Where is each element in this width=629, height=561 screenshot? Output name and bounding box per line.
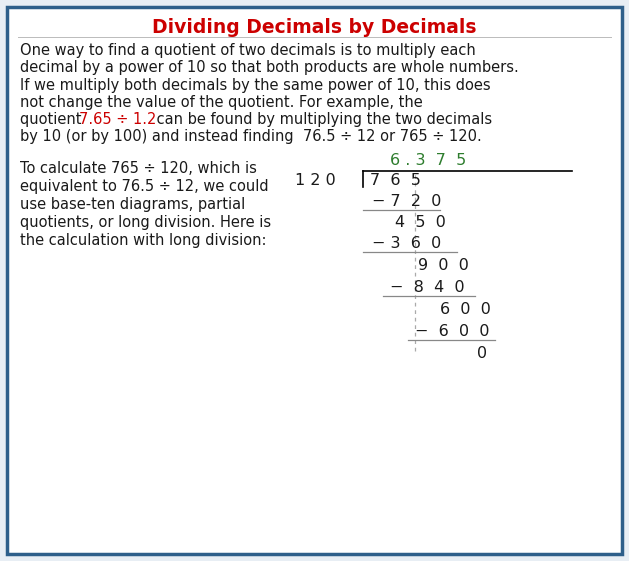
- Text: can be found by multiplying the two decimals: can be found by multiplying the two deci…: [152, 112, 492, 127]
- Text: equivalent to 76.5 ÷ 12, we could: equivalent to 76.5 ÷ 12, we could: [20, 179, 269, 194]
- Text: quotient: quotient: [20, 112, 86, 127]
- Text: 0: 0: [477, 346, 487, 361]
- Text: by 10 (or by 100) and instead finding  76.5 ÷ 12 or 765 ÷ 120.: by 10 (or by 100) and instead finding 76…: [20, 129, 482, 144]
- Text: − 7  2  0: − 7 2 0: [372, 194, 442, 209]
- Text: −  8  4  0: − 8 4 0: [390, 280, 465, 295]
- Text: To calculate 765 ÷ 120, which is: To calculate 765 ÷ 120, which is: [20, 161, 257, 176]
- Text: −  6  0  0: − 6 0 0: [415, 324, 489, 339]
- Text: 6 . 3  7  5: 6 . 3 7 5: [390, 153, 466, 168]
- Text: If we multiply both decimals by the same power of 10, this does: If we multiply both decimals by the same…: [20, 78, 491, 93]
- Text: decimal by a power of 10 so that both products are whole numbers.: decimal by a power of 10 so that both pr…: [20, 60, 519, 75]
- Text: use base-ten diagrams, partial: use base-ten diagrams, partial: [20, 197, 245, 212]
- Text: quotients, or long division. Here is: quotients, or long division. Here is: [20, 215, 271, 230]
- Text: One way to find a quotient of two decimals is to multiply each: One way to find a quotient of two decima…: [20, 43, 476, 58]
- Text: 7.65 ÷ 1.2: 7.65 ÷ 1.2: [79, 112, 157, 127]
- Text: 9  0  0: 9 0 0: [418, 258, 469, 273]
- Text: 7  6  5: 7 6 5: [370, 173, 421, 188]
- Text: Dividing Decimals by Decimals: Dividing Decimals by Decimals: [152, 18, 476, 37]
- Text: − 3  6  0: − 3 6 0: [372, 236, 442, 251]
- Text: 1 2 0: 1 2 0: [295, 173, 336, 188]
- Text: 6  0  0: 6 0 0: [440, 302, 491, 317]
- Text: 4  5  0: 4 5 0: [395, 215, 446, 230]
- Text: the calculation with long division:: the calculation with long division:: [20, 233, 267, 248]
- FancyBboxPatch shape: [7, 7, 622, 554]
- Text: not change the value of the quotient. For example, the: not change the value of the quotient. Fo…: [20, 95, 423, 110]
